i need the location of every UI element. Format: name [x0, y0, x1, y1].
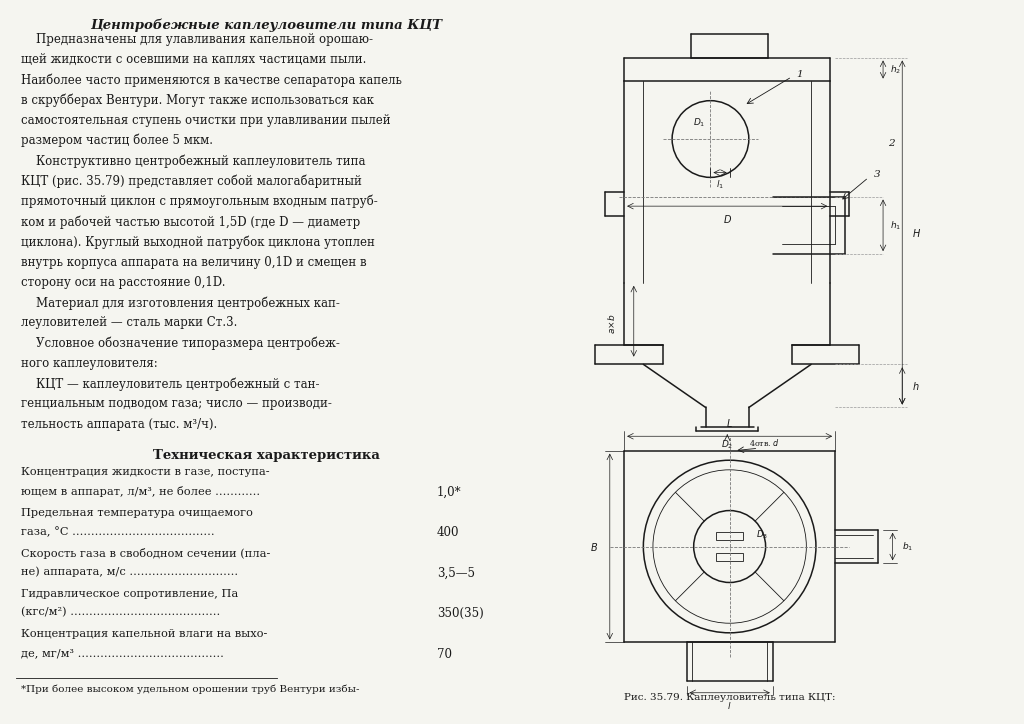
Text: 70: 70 [436, 648, 452, 661]
Text: $l_1$: $l_1$ [716, 178, 724, 191]
Text: *При более высоком удельном орошении труб Вентури избы-: *При более высоком удельном орошении тру… [22, 684, 359, 694]
Text: леуловителей — сталь марки Ст.3.: леуловителей — сталь марки Ст.3. [22, 316, 238, 329]
Text: Гидравлическое сопротивление, Па: Гидравлическое сопротивление, Па [22, 589, 239, 599]
Text: $h$: $h$ [911, 380, 920, 392]
Text: КЦТ — каплеуловитель центробежный с тан-: КЦТ — каплеуловитель центробежный с тан- [22, 377, 319, 391]
Text: самостоятельная ступень очистки при улавливании пылей: самостоятельная ступень очистки при улав… [22, 114, 391, 127]
Text: газа, °С ......................................: газа, °С ...............................… [22, 526, 215, 537]
Text: циклона). Круглый выходной патрубок циклона утоплен: циклона). Круглый выходной патрубок цикл… [22, 235, 375, 249]
Text: размером частиц более 5 мкм.: размером частиц более 5 мкм. [22, 134, 213, 148]
Text: $D$: $D$ [723, 214, 732, 225]
Text: 2: 2 [888, 139, 895, 148]
Text: $B$: $B$ [590, 541, 598, 552]
Text: ком и рабочей частью высотой 1,5D (где D — диаметр: ком и рабочей частью высотой 1,5D (где D… [22, 215, 360, 229]
Text: Условное обозначение типоразмера центробеж-: Условное обозначение типоразмера центроб… [22, 337, 340, 350]
Text: 1,0*: 1,0* [436, 486, 461, 499]
Text: Наиболее часто применяются в качестве сепаратора капель: Наиболее часто применяются в качестве се… [22, 73, 402, 87]
Text: КЦТ (рис. 35.79) представляет собой малогабаритный: КЦТ (рис. 35.79) представляет собой мало… [22, 174, 362, 188]
Text: Концентрация жидкости в газе, поступа-: Концентрация жидкости в газе, поступа- [22, 467, 270, 477]
Text: $h_1$: $h_1$ [890, 219, 901, 232]
Text: $b_1$: $b_1$ [902, 540, 913, 552]
Text: щей жидкости с осевшими на каплях частицами пыли.: щей жидкости с осевшими на каплях частиц… [22, 53, 367, 66]
Text: $a{\times}b$: $a{\times}b$ [606, 313, 617, 334]
Text: Скорость газа в свободном сечении (пла-: Скорость газа в свободном сечении (пла- [22, 548, 270, 559]
Text: 3: 3 [873, 170, 880, 180]
Text: генциальным подводом газа; число — производи-: генциальным подводом газа; число — произ… [22, 397, 332, 411]
Text: Предельная температура очищаемого: Предельная температура очищаемого [22, 508, 253, 518]
Text: Центробежные каплеуловители типа КЦТ: Центробежные каплеуловители типа КЦТ [90, 18, 442, 32]
Text: $h_2$: $h_2$ [890, 63, 901, 76]
Text: $D_3$: $D_3$ [756, 529, 768, 541]
Text: сторону оси на расстояние 0,1D.: сторону оси на расстояние 0,1D. [22, 276, 226, 289]
Text: 400: 400 [436, 526, 459, 539]
Text: не) аппарата, м/с .............................: не) аппарата, м/с ......................… [22, 567, 239, 578]
Text: Концентрация капельной влаги на выхо-: Концентрация капельной влаги на выхо- [22, 629, 267, 639]
Text: 350(35): 350(35) [436, 607, 483, 620]
Text: в скрубберах Вентури. Могут также использоваться как: в скрубберах Вентури. Могут также исполь… [22, 93, 374, 107]
Text: $l$: $l$ [727, 700, 732, 711]
Text: (кгс/м²) ........................................: (кгс/м²) ...............................… [22, 607, 220, 618]
Text: Рис. 35.79. Каплеуловитель типа КЦТ:: Рис. 35.79. Каплеуловитель типа КЦТ: [624, 693, 836, 702]
Text: $H$: $H$ [911, 227, 921, 238]
Text: $D_2$: $D_2$ [721, 439, 733, 451]
Text: внутрь корпуса аппарата на величину 0,1D и смещен в: внутрь корпуса аппарата на величину 0,1D… [22, 256, 367, 269]
Text: Техническая характеристика: Техническая характеристика [153, 449, 380, 462]
Text: Предназначены для улавливания капельной орошаю-: Предназначены для улавливания капельной … [22, 33, 374, 46]
Text: де, мг/м³ .......................................: де, мг/м³ ..............................… [22, 648, 224, 658]
Text: $D_1$: $D_1$ [693, 117, 706, 130]
Text: ного каплеуловителя:: ного каплеуловителя: [22, 357, 158, 370]
Text: тельность аппарата (тыс. м³/ч).: тельность аппарата (тыс. м³/ч). [22, 418, 217, 431]
Text: 1: 1 [797, 70, 804, 79]
Text: ющем в аппарат, л/м³, не более ............: ющем в аппарат, л/м³, не более .........… [22, 486, 260, 497]
Text: Конструктивно центробежный каплеуловитель типа: Конструктивно центробежный каплеуловител… [22, 154, 366, 168]
Text: прямоточный циклон с прямоугольным входным патруб-: прямоточный циклон с прямоугольным входн… [22, 195, 378, 209]
Bar [717, 553, 742, 560]
Text: 3,5—5: 3,5—5 [436, 567, 475, 580]
Text: 4отв. $d$: 4отв. $d$ [749, 437, 780, 448]
Text: $L$: $L$ [726, 417, 733, 429]
Text: Материал для изготовления центробежных кап-: Материал для изготовления центробежных к… [22, 296, 340, 310]
Bar [717, 532, 742, 539]
